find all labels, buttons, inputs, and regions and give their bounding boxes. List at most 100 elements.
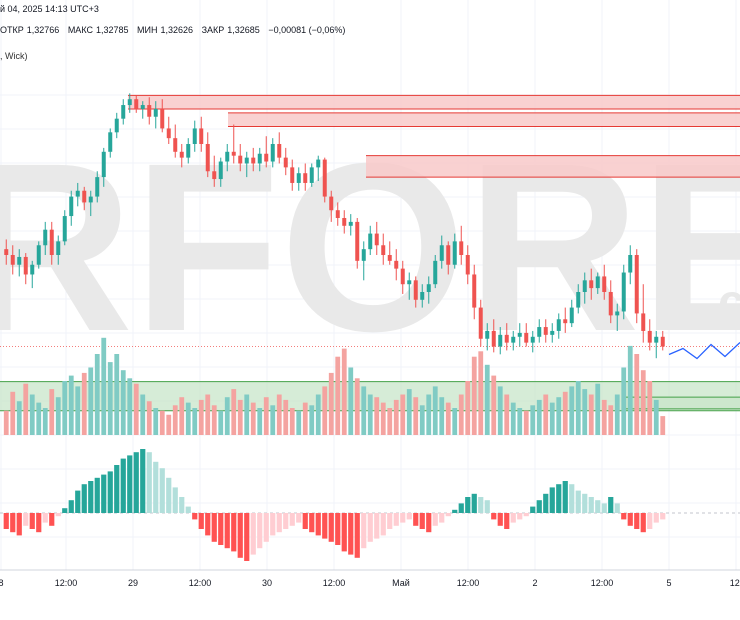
time-axis-tick: 30 [262, 578, 272, 588]
candle-body [62, 216, 67, 242]
candle-body [550, 330, 555, 335]
oscillator-bar [413, 513, 419, 526]
oscillator-bar [42, 513, 48, 523]
volume-bar [653, 399, 659, 435]
oscillator-bar [497, 513, 503, 526]
time-axis-tick: 5 [666, 578, 671, 588]
candlesticks[interactable] [4, 93, 665, 359]
candle-body [472, 274, 477, 308]
volume-bar [335, 356, 341, 435]
oscillator-bar [322, 513, 328, 539]
volume-bar [62, 381, 68, 435]
candle-body [108, 132, 113, 152]
volume-bar [354, 378, 360, 435]
volume-bar [361, 386, 367, 435]
volume-bar [36, 402, 42, 435]
oscillator-bar [335, 513, 341, 545]
candle-body [88, 196, 93, 203]
volume-bar [556, 397, 562, 435]
candle-body [101, 151, 106, 178]
resistance-zone [366, 155, 740, 178]
candle-body [381, 245, 386, 255]
candle-body [244, 157, 249, 164]
volume-bar [608, 405, 614, 435]
volume-bar [23, 383, 29, 435]
time-axis-tick: 29 [128, 578, 138, 588]
candle-body [166, 128, 171, 139]
candle-body [498, 334, 503, 347]
volume-bar [224, 397, 230, 435]
close-value: 1,32685 [227, 25, 260, 35]
oscillator-bar [81, 484, 87, 513]
volume-bar [159, 410, 165, 435]
candle-body [186, 144, 191, 158]
candle-body [387, 255, 392, 261]
volume-bar [309, 405, 315, 435]
candle-body [641, 313, 646, 331]
candle-body [17, 256, 22, 265]
volume-bar [387, 408, 393, 435]
oscillator-bar [198, 513, 204, 529]
volume-bar [458, 394, 464, 435]
candle-body [335, 210, 340, 218]
volume-bar [133, 383, 139, 435]
candle-body [537, 327, 542, 337]
candle-body [608, 292, 613, 316]
volume-bar [237, 399, 243, 435]
close-label: ЗАКР [201, 25, 225, 35]
volume-bar [328, 372, 334, 435]
oscillator-bar [426, 513, 432, 533]
oscillator-bar [55, 513, 61, 517]
oscillator-bar [478, 497, 484, 513]
oscillator-bar [647, 513, 653, 529]
candle-body [426, 284, 431, 292]
candle-body [270, 144, 275, 162]
forecast-line [668, 342, 740, 360]
volume-bar [406, 389, 412, 435]
oscillator-bar [549, 487, 555, 513]
time-axis-tick: Май [392, 578, 410, 588]
oscillator-bar [354, 513, 360, 558]
volume-bar [263, 397, 269, 435]
volume-bar [367, 394, 373, 435]
support-zone [622, 397, 740, 409]
volume-bar [101, 337, 107, 435]
candle-body [36, 245, 41, 265]
oscillator-bar [127, 455, 133, 513]
volume-bar [120, 370, 126, 435]
volume-bar [517, 408, 523, 435]
volume-bar [627, 345, 633, 435]
time-axis[interactable]: 8 12:00 29 12:00 30 12:00 Май 12:00 2 12:00 5 12: [0, 569, 740, 588]
oscillator-bar [309, 513, 315, 533]
candle-body [4, 249, 9, 255]
volume-bar [140, 394, 146, 435]
candle-body [309, 167, 314, 183]
oscillator-bar [205, 513, 211, 536]
candle-body [530, 336, 535, 343]
candle-body [452, 241, 457, 265]
candle-body [524, 332, 529, 343]
volume-bar [439, 397, 445, 435]
volume-bar [530, 405, 536, 435]
oscillator-bar [419, 513, 425, 529]
oscillator-bar [244, 513, 250, 561]
candle-body [140, 105, 145, 109]
volume-bar [211, 405, 217, 435]
volume-bar [192, 408, 198, 435]
volume-bar [452, 408, 458, 435]
oscillator-bar [302, 513, 308, 529]
oscillator-bar [595, 500, 601, 513]
candle-body [218, 161, 223, 180]
oscillator-bar [224, 513, 230, 549]
oscillator-bar [614, 503, 620, 513]
oscillator-bar [101, 474, 107, 513]
candle-body [303, 173, 308, 183]
oscillator-bar [120, 458, 126, 513]
candle-body [439, 245, 444, 261]
candle-body [160, 108, 165, 129]
oscillator-bar [296, 513, 302, 523]
oscillator-bar [341, 513, 347, 552]
volume-bar [549, 402, 555, 435]
volume-bar [81, 372, 87, 435]
